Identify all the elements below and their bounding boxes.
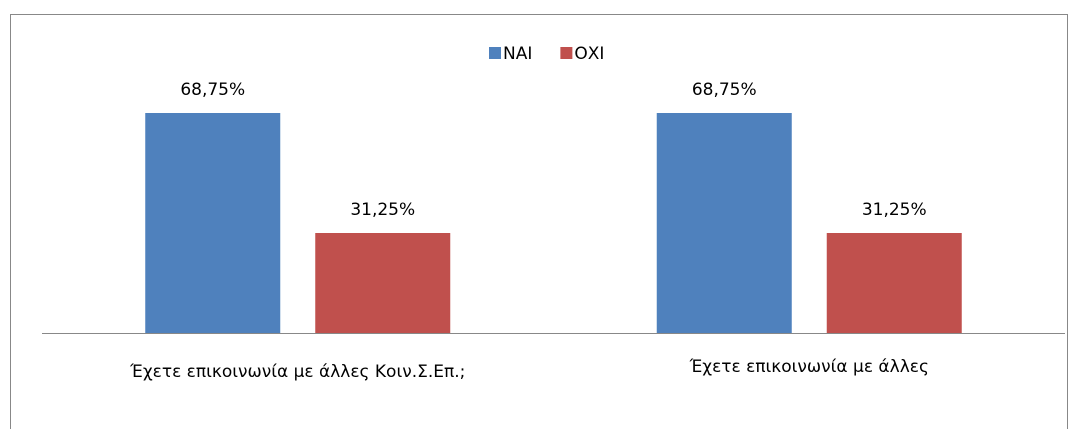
data-label: 68,75% — [692, 80, 757, 100]
bar — [315, 233, 451, 333]
legend-label: ΟΧΙ — [574, 44, 604, 64]
legend-label: ΝΑΙ — [503, 44, 532, 64]
bar — [656, 113, 792, 333]
data-label: 31,25% — [350, 200, 415, 220]
x-tick-label: Έχετε επικοινωνία με άλλες — [689, 357, 929, 377]
legend-swatch — [560, 47, 573, 59]
x-tick-label: Έχετε επικοινωνία με άλλες Κοιν.Σ.Επ.; — [129, 362, 465, 382]
data-label: 68,75% — [180, 80, 245, 100]
legend-swatch — [489, 47, 501, 59]
bar — [826, 233, 962, 333]
data-label: 31,25% — [862, 200, 927, 220]
bar — [145, 113, 281, 333]
